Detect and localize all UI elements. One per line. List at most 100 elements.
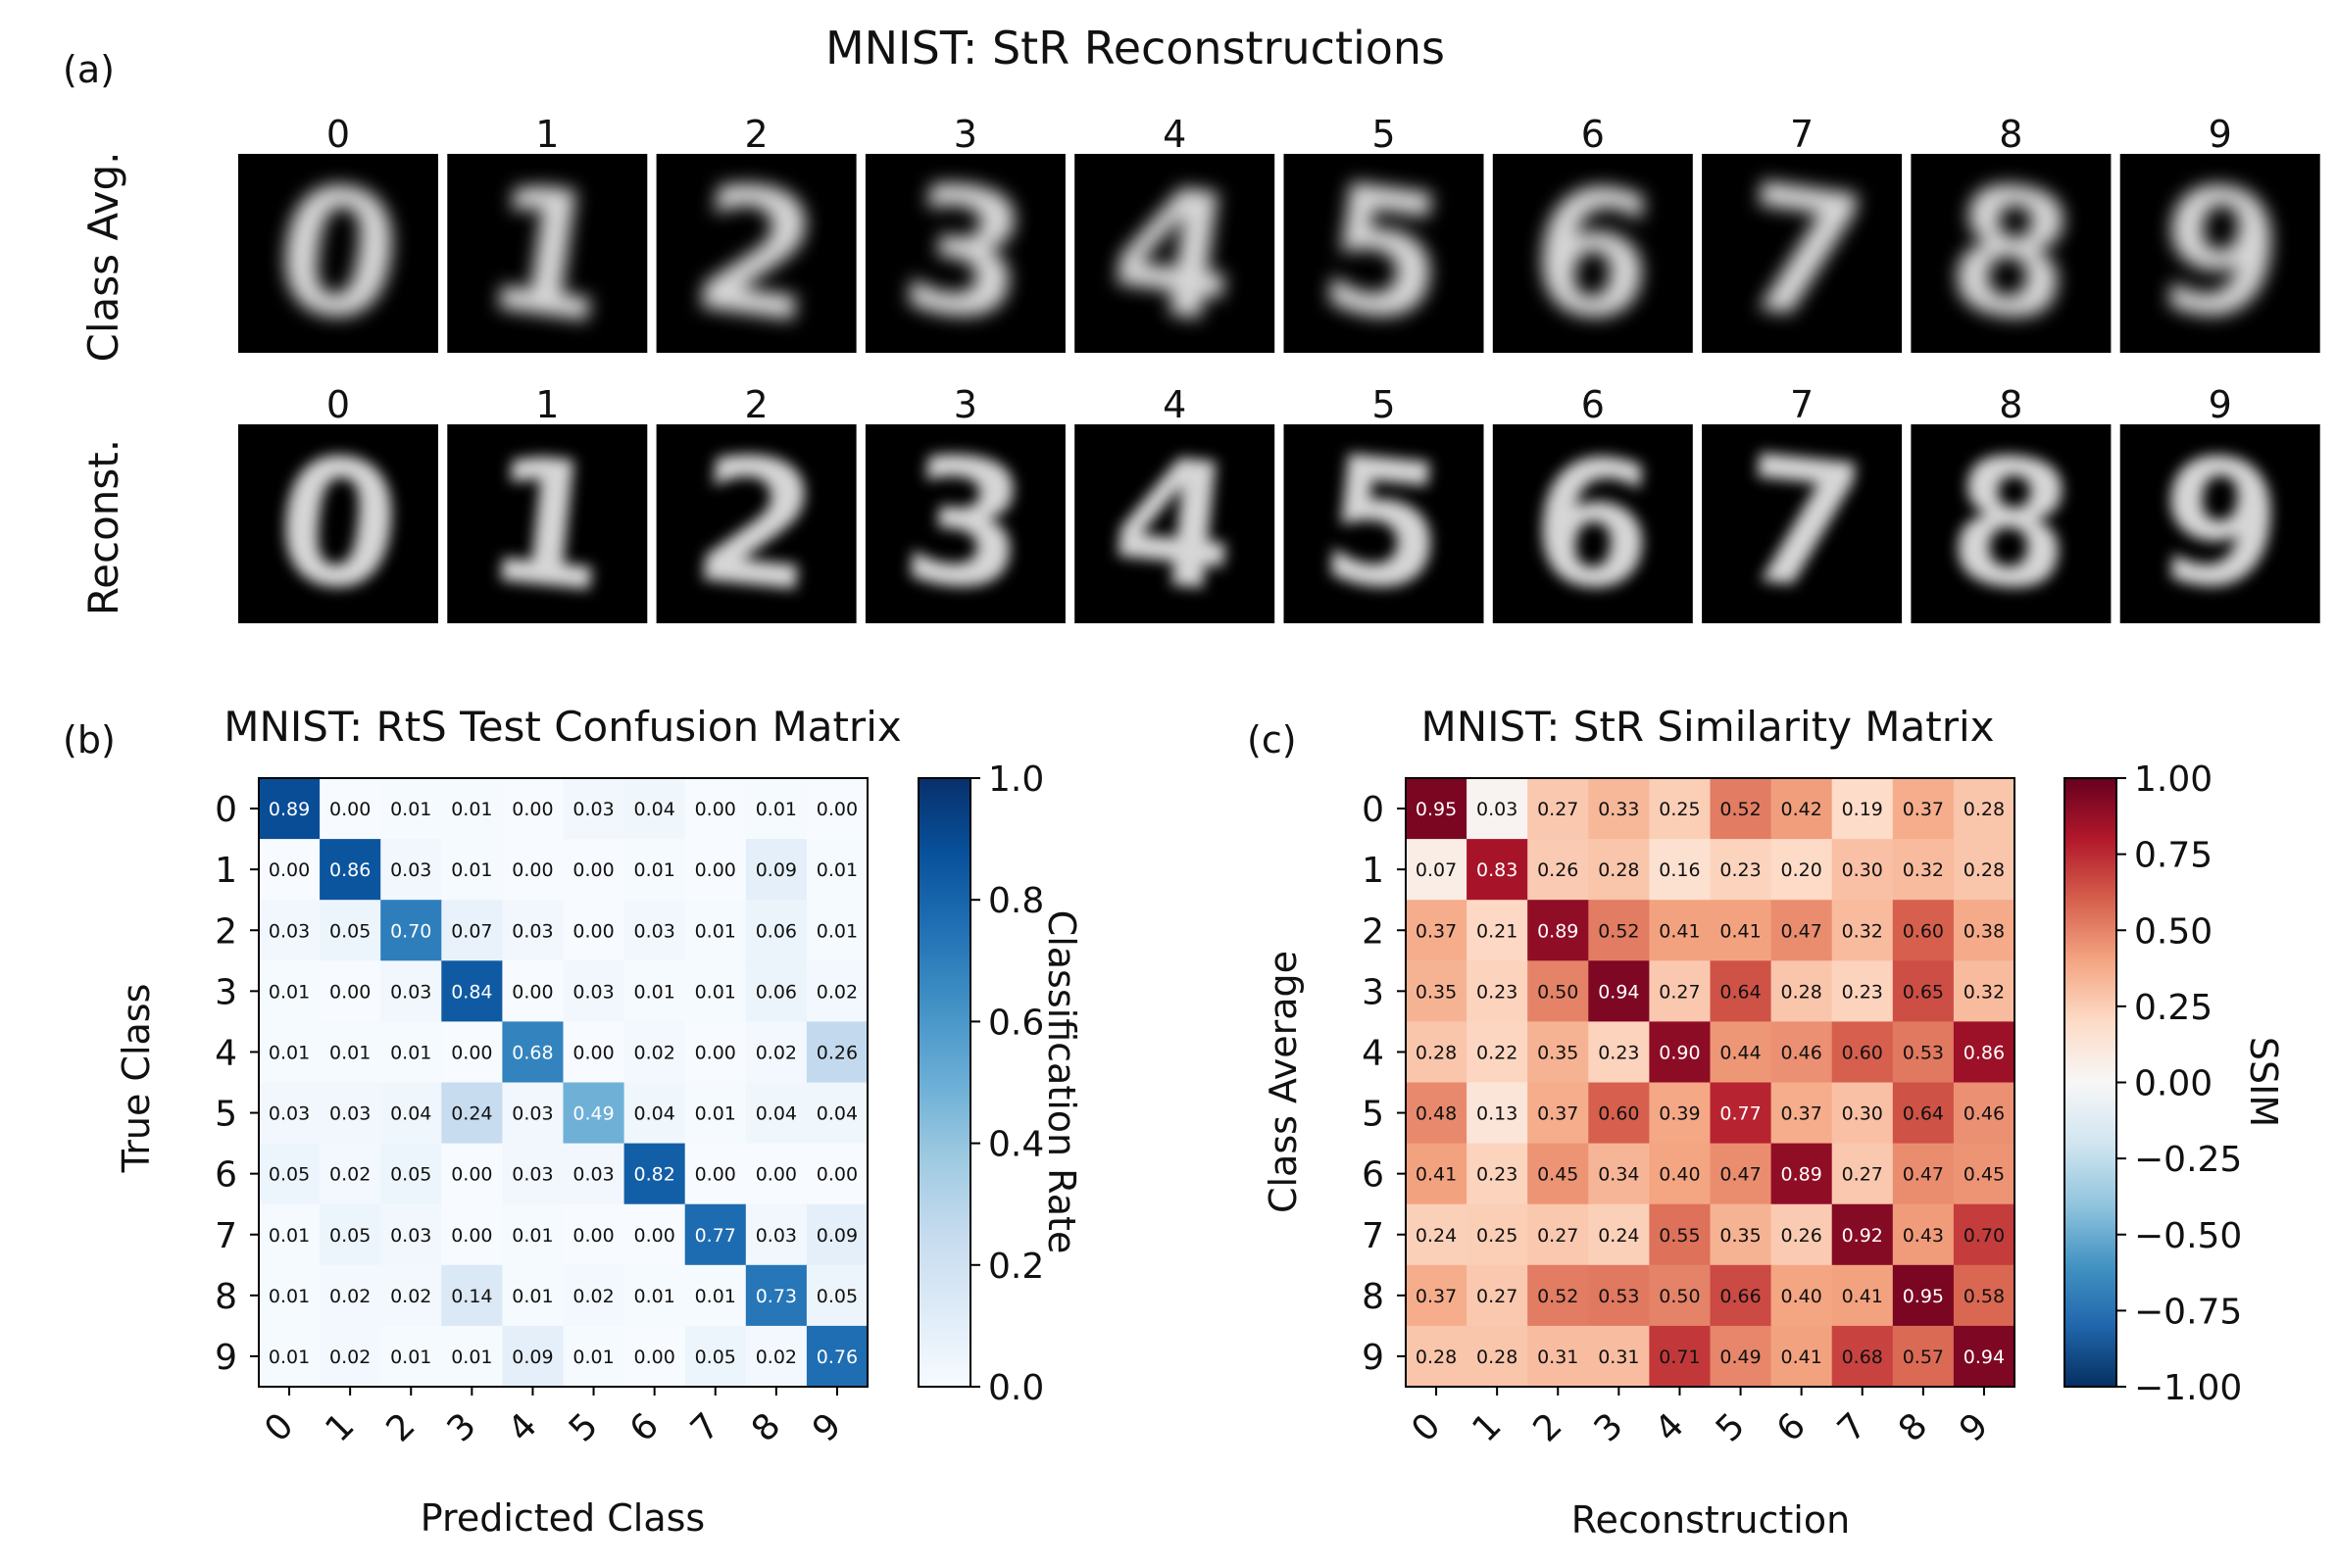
colorbar-tick-label: 0.0 — [988, 1368, 1044, 1408]
cell-value-label: 0.03 — [572, 1164, 614, 1186]
heatmap-cell — [684, 1264, 747, 1327]
colorbar-tick-label: 0.00 — [2134, 1064, 2213, 1104]
cell-value-label: 0.00 — [451, 1042, 492, 1063]
cell-value-label: 0.41 — [1842, 1286, 1883, 1307]
cell-value-label: 0.27 — [1842, 1164, 1883, 1186]
heatmap-cell — [1831, 1082, 1894, 1145]
heatmap-cell — [441, 778, 503, 840]
cell-value-label: 0.02 — [756, 1347, 797, 1368]
x-tick-label: 0 — [257, 1405, 301, 1449]
y-tick-label: 2 — [1362, 911, 1384, 952]
x-tick-label: 1 — [318, 1405, 362, 1449]
digit-glyph: 9 — [2146, 145, 2294, 363]
heatmap-cell — [380, 960, 442, 1022]
cell-value-label: 0.03 — [756, 1225, 797, 1247]
similarity-x-axis-label: Reconstruction — [1571, 1498, 1850, 1542]
cell-value-label: 0.53 — [1598, 1286, 1639, 1307]
cell-value-label: 0.01 — [329, 1042, 371, 1063]
heatmap-cell — [441, 1325, 503, 1388]
cell-value-label: 0.64 — [1903, 1103, 1944, 1125]
class-average-image: 4 — [1074, 145, 1275, 363]
reconstruction-image: 1 — [447, 417, 648, 631]
cell-value-label: 0.84 — [451, 981, 492, 1003]
heatmap-cell — [259, 1264, 321, 1327]
reconstruction-image: 4 — [1074, 417, 1275, 631]
heatmap-cell — [1831, 839, 1894, 901]
cell-value-label: 0.00 — [633, 1225, 674, 1247]
cell-value-label: 0.94 — [1598, 981, 1639, 1003]
cell-value-label: 0.53 — [1903, 1042, 1944, 1063]
cell-value-label: 0.24 — [451, 1103, 492, 1125]
heatmap-cell — [502, 1082, 565, 1145]
heatmap-cell — [623, 1143, 686, 1205]
heatmap-cell — [806, 1264, 869, 1327]
confusion-matrix-heatmap: 0.89 0.00 0.01 0.01 0.00 0.03 0.04 0.00 0.01 0.00… — [215, 777, 869, 1449]
heatmap-cell — [1649, 1143, 1712, 1205]
cell-value-label: 0.07 — [451, 920, 492, 942]
class-average-image: 6 — [1492, 145, 1693, 363]
cell-value-label: 0.19 — [1842, 799, 1883, 820]
cell-value-label: 0.28 — [1476, 1347, 1517, 1368]
cell-value-label: 0.41 — [1659, 920, 1700, 942]
heatmap-cell — [1710, 1264, 1772, 1327]
colorbar-tick-label: 0.50 — [2134, 911, 2213, 952]
heatmap-cell — [1588, 1203, 1650, 1266]
heatmap-cell — [1467, 1082, 1528, 1145]
reconstruction-image: 0 — [238, 417, 438, 632]
colorbar-tick-label: −0.50 — [2134, 1216, 2242, 1256]
digit-column-label: 8 — [1999, 383, 2022, 426]
heatmap-cell — [1406, 1021, 1467, 1084]
y-tick-label: 6 — [1362, 1155, 1384, 1196]
digit-glyph: 3 — [891, 145, 1039, 363]
heatmap-cell — [1588, 1082, 1650, 1145]
heatmap-cell — [1892, 1325, 1955, 1388]
heatmap-cell — [1467, 1143, 1528, 1205]
heatmap-cell — [623, 960, 686, 1022]
colorbar-tick-label: 0.75 — [2134, 836, 2213, 876]
cell-value-label: 0.57 — [1903, 1347, 1944, 1368]
cell-value-label: 0.05 — [329, 1225, 371, 1247]
digit-glyph: 0 — [268, 417, 410, 632]
cell-value-label: 0.22 — [1476, 1042, 1517, 1063]
heatmap-cell — [1467, 839, 1528, 901]
cell-value-label: 0.01 — [451, 799, 492, 820]
heatmap-cell — [259, 1021, 321, 1084]
cell-value-label: 0.01 — [756, 799, 797, 820]
cell-value-label: 0.86 — [1964, 1042, 2005, 1063]
colorbar-tick-label: 0.25 — [2134, 988, 2213, 1028]
cell-value-label: 0.05 — [390, 1164, 431, 1186]
heatmap-cell — [1831, 778, 1894, 840]
cell-value-label: 0.00 — [451, 1225, 492, 1247]
heatmap-cell — [1527, 1264, 1589, 1327]
digit-glyph: 5 — [1313, 417, 1455, 632]
similarity-y-axis-label: Class Average — [1262, 951, 1305, 1213]
x-tick-label: 4 — [501, 1405, 545, 1449]
heatmap-cell — [623, 1325, 686, 1388]
heatmap-cell — [502, 839, 565, 901]
cell-value-label: 0.27 — [1537, 1225, 1578, 1247]
cell-value-label: 0.77 — [1719, 1103, 1761, 1125]
confusion-colorbar — [918, 777, 971, 1388]
class-average-image: 1 — [447, 145, 648, 363]
cell-value-label: 0.02 — [572, 1286, 614, 1307]
heatmap-cell — [1467, 1021, 1528, 1084]
heatmap-cell — [1953, 1203, 2015, 1266]
cell-value-label: 0.37 — [1416, 920, 1457, 942]
y-tick-label: 7 — [215, 1216, 237, 1256]
heatmap-cell — [1892, 1203, 1955, 1266]
heatmap-cell — [1406, 900, 1467, 961]
heatmap-cell — [1953, 1143, 2015, 1205]
heatmap-cell — [563, 960, 625, 1022]
cell-value-label: 0.23 — [1842, 981, 1883, 1003]
cell-value-label: 0.01 — [269, 1286, 310, 1307]
heatmap-cell — [806, 900, 869, 961]
cell-value-label: 0.70 — [1964, 1225, 2005, 1247]
cell-value-label: 0.00 — [817, 1164, 858, 1186]
heatmap-cell — [1892, 1143, 1955, 1205]
heatmap-cell — [380, 1082, 442, 1145]
y-tick-label: 4 — [215, 1033, 237, 1073]
heatmap-cell — [1588, 778, 1650, 840]
heatmap-cell — [745, 1264, 808, 1327]
heatmap-cell — [441, 900, 503, 961]
heatmap-cell — [1406, 839, 1467, 901]
